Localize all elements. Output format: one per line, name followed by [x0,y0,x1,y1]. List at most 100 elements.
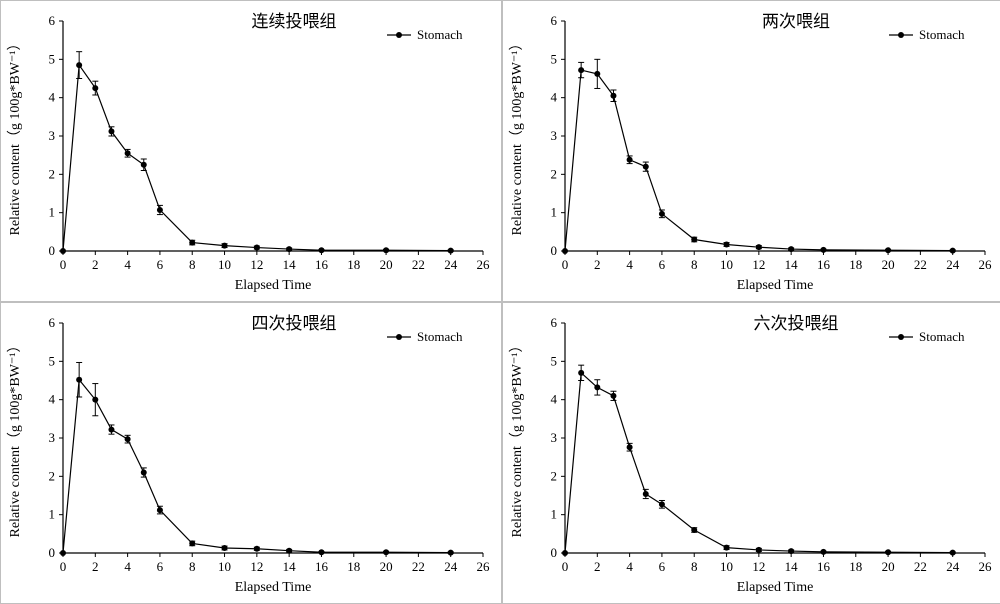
y-tick-label: 1 [49,507,56,522]
data-marker [76,377,82,383]
x-tick-label: 18 [347,257,360,272]
x-tick-label: 18 [849,257,862,272]
x-tick-label: 10 [218,559,231,574]
x-tick-label: 12 [752,559,765,574]
data-marker [756,547,762,553]
y-tick-label: 2 [49,166,56,181]
x-tick-label: 2 [594,559,601,574]
x-tick-label: 16 [315,257,329,272]
x-tick-label: 22 [914,257,927,272]
y-tick-label: 6 [551,13,558,28]
data-marker [189,240,195,246]
x-tick-label: 24 [444,559,458,574]
data-marker [222,545,228,551]
y-tick-label: 3 [551,430,558,445]
x-tick-label: 16 [817,257,831,272]
y-tick-label: 6 [49,315,56,330]
x-tick-label: 26 [979,559,993,574]
data-marker [659,211,665,217]
x-axis-label: Elapsed Time [235,278,312,293]
y-axis-label: Relative content（g 100g*BW⁻¹） [7,339,23,538]
x-tick-label: 10 [720,559,733,574]
data-marker [627,444,633,450]
y-tick-label: 4 [49,90,56,105]
data-marker [691,237,697,243]
data-marker [60,248,66,254]
data-marker [578,370,584,376]
data-marker [157,207,163,213]
data-marker [691,527,697,533]
x-tick-label: 0 [562,257,569,272]
y-tick-label: 5 [551,51,558,66]
y-tick-label: 3 [49,430,56,445]
y-tick-label: 4 [551,392,558,407]
x-tick-label: 8 [189,559,196,574]
data-marker [318,549,324,555]
data-marker [125,150,131,156]
data-marker [820,549,826,555]
data-marker [108,427,114,433]
data-marker [643,164,649,170]
x-axis-label: Elapsed Time [235,580,312,595]
y-tick-label: 5 [551,353,558,368]
data-marker [788,548,794,554]
x-tick-label: 6 [659,559,666,574]
x-tick-label: 10 [720,257,733,272]
data-marker [578,67,584,73]
x-tick-label: 18 [347,559,360,574]
x-tick-label: 12 [250,257,263,272]
data-marker [383,549,389,555]
x-tick-label: 22 [914,559,927,574]
data-marker [383,247,389,253]
chart-title: 四次投喂组 [252,314,337,333]
data-marker [562,248,568,254]
data-marker [610,93,616,99]
data-marker [950,550,956,556]
data-marker [885,549,891,555]
data-marker [141,162,147,168]
x-tick-label: 14 [785,257,799,272]
data-marker [60,550,66,556]
data-marker [92,85,98,91]
chart-title: 连续投喂组 [252,12,337,31]
y-tick-label: 3 [49,128,56,143]
x-tick-label: 6 [157,257,164,272]
data-marker [286,548,292,554]
x-tick-label: 26 [477,257,491,272]
x-tick-label: 18 [849,559,862,574]
x-tick-label: 20 [882,559,895,574]
data-marker [643,491,649,497]
data-marker [222,243,228,249]
x-tick-label: 4 [626,559,633,574]
x-tick-label: 12 [752,257,765,272]
y-tick-label: 4 [551,90,558,105]
x-tick-label: 4 [626,257,633,272]
y-tick-label: 3 [551,128,558,143]
data-marker [189,540,195,546]
x-tick-label: 2 [92,257,99,272]
data-marker [254,245,260,251]
chart-title: 两次喂组 [762,12,830,31]
panel-continuous: 连续投喂组024681012141618202224260123456Elaps… [0,0,502,302]
x-tick-label: 20 [380,257,393,272]
data-marker [659,501,665,507]
y-tick-label: 0 [551,545,558,560]
y-tick-label: 5 [49,353,56,368]
x-tick-label: 24 [946,257,960,272]
x-tick-label: 22 [412,559,425,574]
chart-grid: 连续投喂组024681012141618202224260123456Elaps… [0,0,1000,600]
x-tick-label: 14 [283,257,297,272]
y-axis-label: Relative content（g 100g*BW⁻¹） [509,37,525,236]
x-tick-label: 26 [979,257,993,272]
y-axis-label: Relative content（g 100g*BW⁻¹） [7,37,23,236]
y-tick-label: 0 [551,243,558,258]
panel-six-times: 六次投喂组024681012141618202224260123456Elaps… [502,302,1000,604]
data-marker [92,397,98,403]
x-tick-label: 8 [189,257,196,272]
data-marker [254,546,260,552]
x-tick-label: 14 [283,559,297,574]
data-marker [788,246,794,252]
x-tick-label: 20 [882,257,895,272]
legend-label: Stomach [417,329,463,344]
legend-label: Stomach [919,329,965,344]
